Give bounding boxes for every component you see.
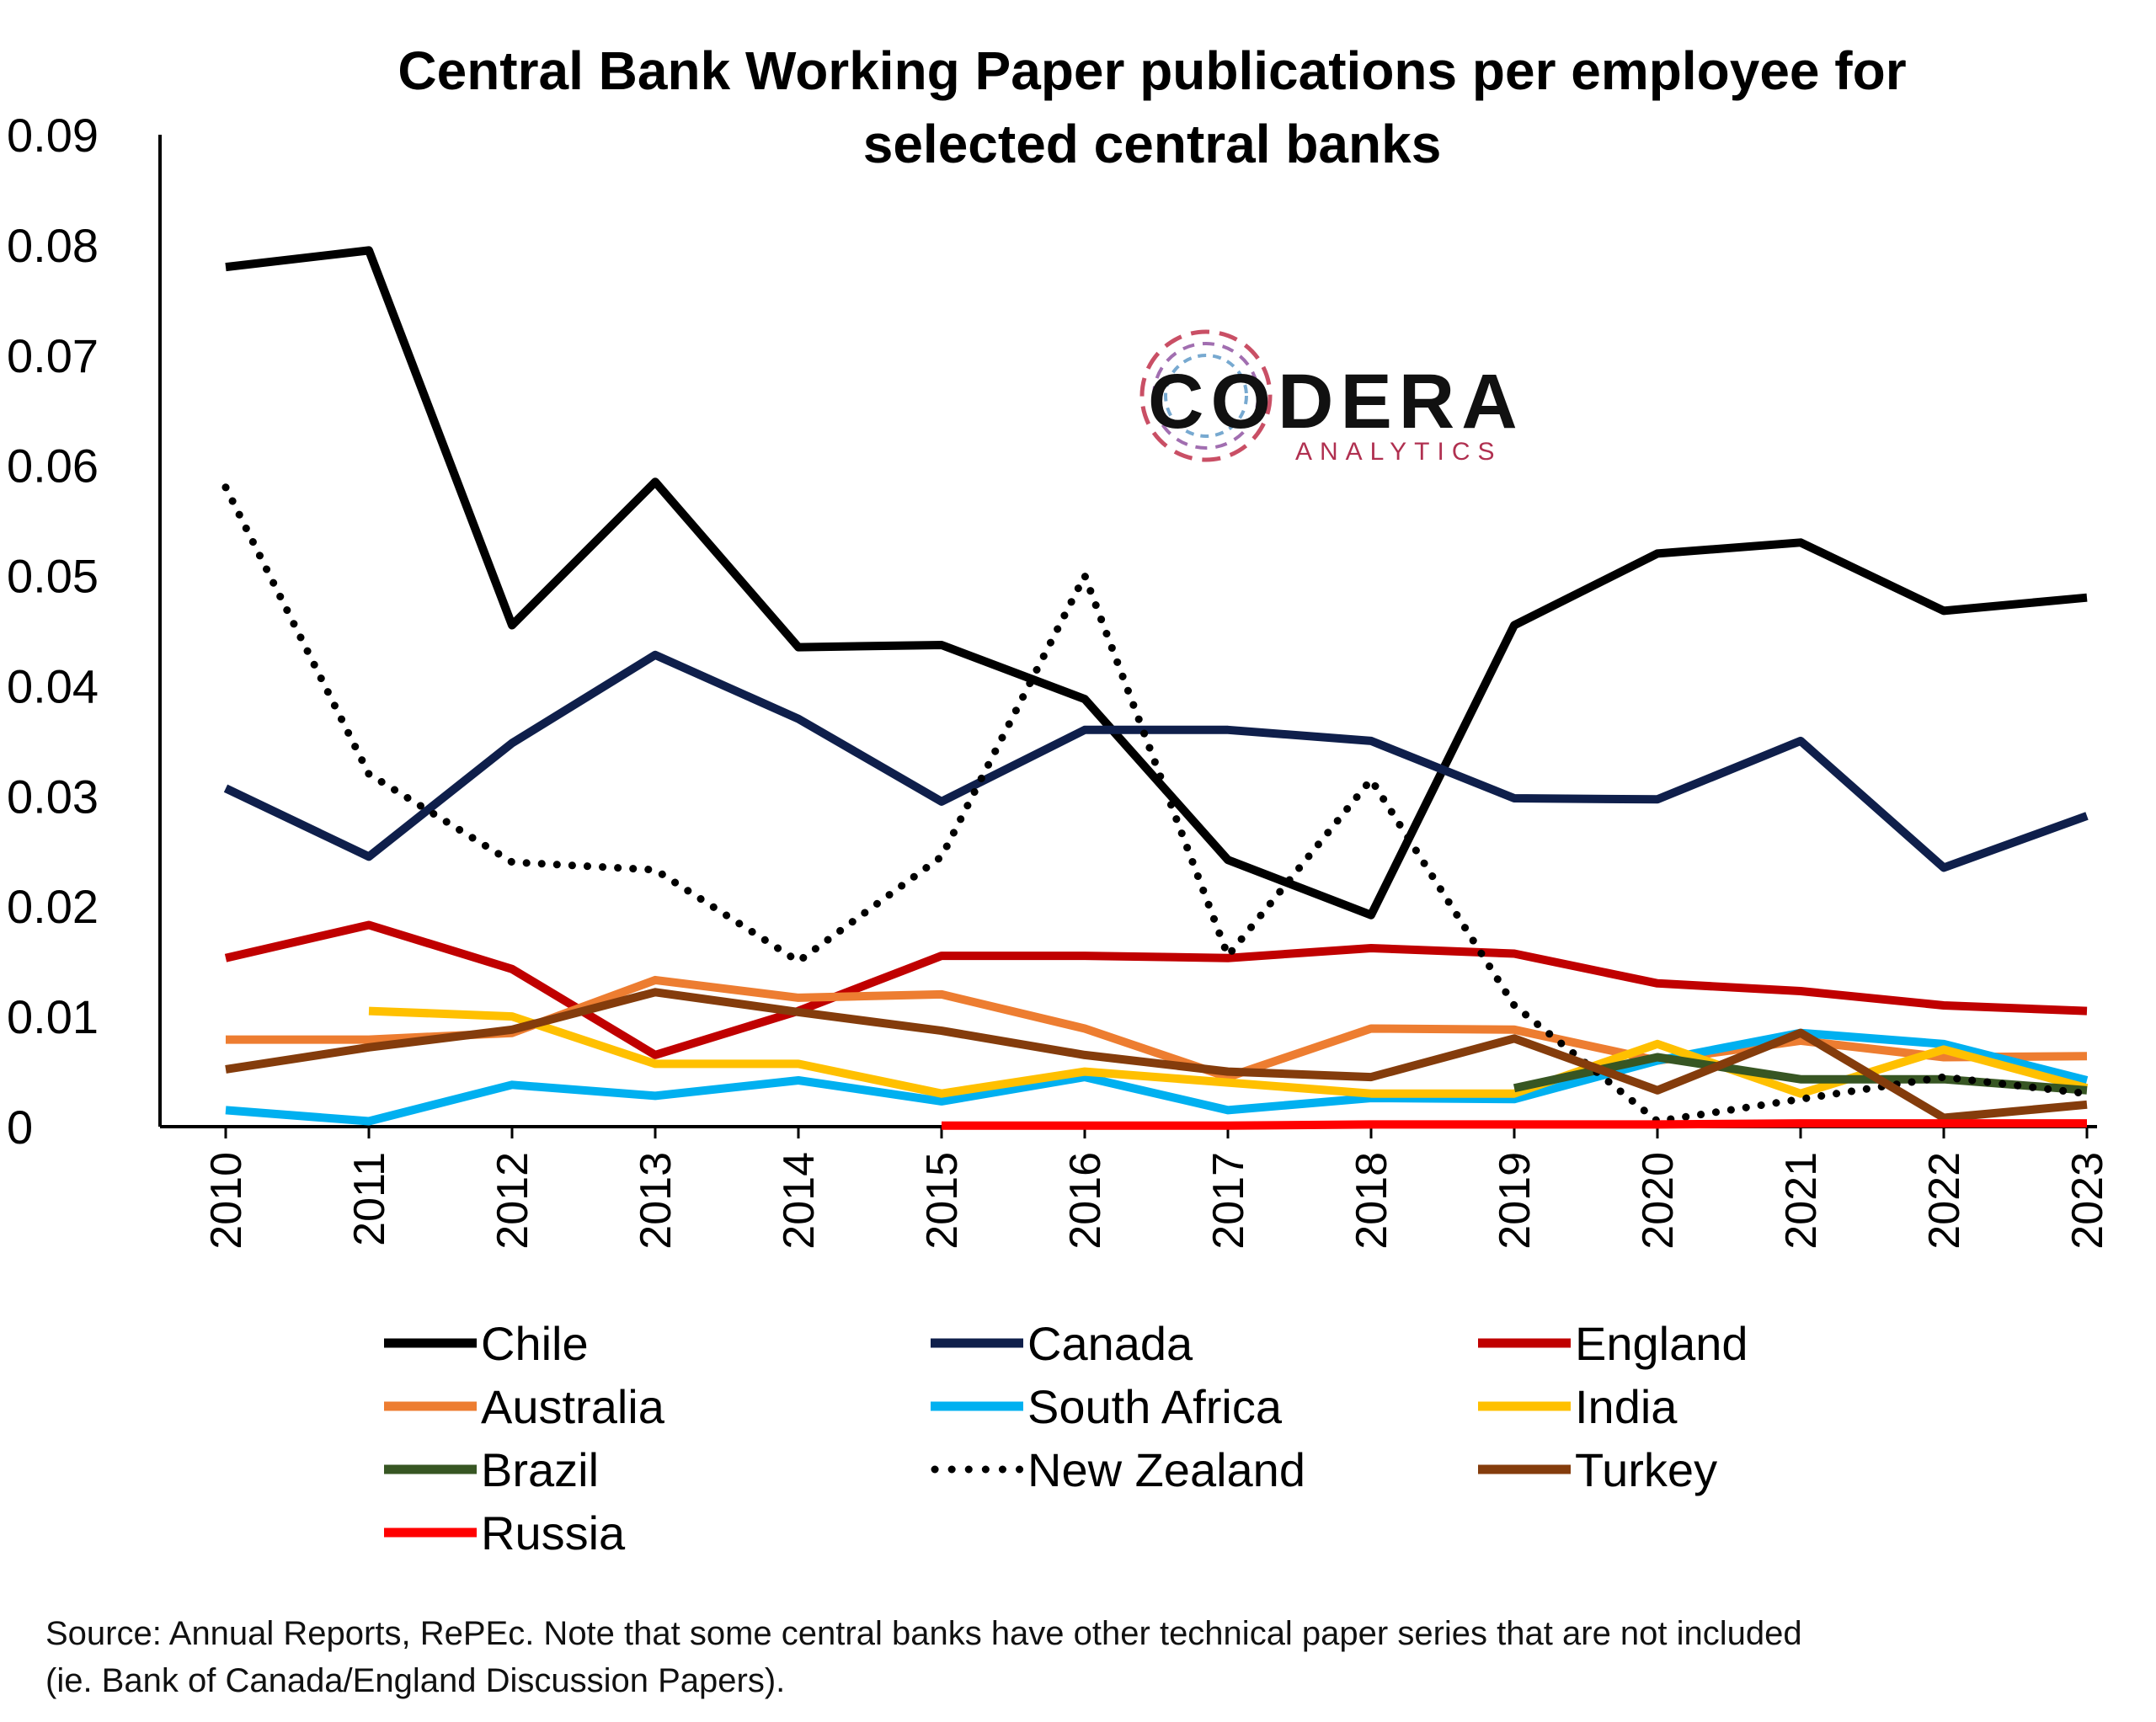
- series-line-chile: [225, 246, 2088, 920]
- series-line-canada: [223, 650, 2089, 872]
- chart-title-line-2: selected central banks: [863, 114, 1442, 174]
- logo-subtitle: ANALYTICS: [1295, 438, 1502, 466]
- series-line-russia: [942, 1119, 2087, 1130]
- y-tick-label: 0: [7, 1101, 33, 1154]
- legend-item-australia: Australia: [384, 1380, 665, 1433]
- codera-logo: CODERA ANALYTICS: [1139, 329, 1524, 466]
- x-tick-label: 2019: [1491, 1152, 1540, 1250]
- legend-label: New Zealand: [1027, 1443, 1305, 1496]
- logo-wordmark: CODERA: [1148, 359, 1524, 445]
- legend-item-new-zealand: New Zealand: [931, 1443, 1305, 1496]
- x-tick-label: 2012: [488, 1152, 537, 1250]
- x-tick-label: 2017: [1204, 1152, 1253, 1250]
- legend-item-canada: Canada: [931, 1317, 1193, 1370]
- legend-item-england: England: [1478, 1317, 1748, 1370]
- x-axis-ticks: 2010 2011 2012 2013 2014 2015 2016 2017 2018 2019…: [202, 1127, 2112, 1250]
- source-note: Source: Annual Reports, RePEc. Note that…: [45, 1610, 2134, 1704]
- source-note-line-2: (ie. Bank of Canada/England Discussion P…: [45, 1662, 786, 1699]
- x-tick-label: 2010: [202, 1152, 251, 1250]
- series-line-new-zealand: [221, 483, 2091, 1125]
- legend-label: Chile: [481, 1317, 589, 1370]
- legend-label: Canada: [1027, 1317, 1193, 1370]
- series-line-brazil: [1513, 1053, 2088, 1095]
- y-tick-label: 0.01: [7, 990, 99, 1043]
- y-tick-label: 0.07: [7, 329, 99, 382]
- y-tick-label: 0.08: [7, 219, 99, 272]
- legend-label: Russia: [481, 1506, 626, 1559]
- y-axis-ticks: 0 0.01 0.02 0.03 0.04 0.05 0.06 0.07 0.08 0.09: [7, 109, 99, 1154]
- legend-item-chile: Chile: [384, 1317, 589, 1370]
- legend-label: India: [1575, 1380, 1678, 1433]
- legend-label: Turkey: [1575, 1443, 1717, 1496]
- series-line-india: [368, 1006, 2089, 1098]
- legend-item-turkey: Turkey: [1478, 1443, 1717, 1496]
- x-tick-label: 2020: [1634, 1152, 1683, 1250]
- axes: [158, 135, 2097, 1128]
- series-line-england: [224, 920, 2088, 1059]
- y-tick-label: 0.05: [7, 550, 99, 603]
- codera-logo-mark: [1139, 329, 1273, 462]
- y-tick-label: 0.03: [7, 770, 99, 823]
- series-line-south-africa: [225, 1028, 2089, 1126]
- y-tick-label: 0.09: [7, 109, 99, 162]
- x-tick-label: 2013: [632, 1152, 680, 1250]
- legend-label: Australia: [481, 1380, 665, 1433]
- x-tick-label: 2016: [1061, 1152, 1110, 1250]
- x-tick-label: 2022: [1920, 1152, 1969, 1250]
- legend-item-brazil: Brazil: [384, 1443, 599, 1496]
- legend-item-south-africa: South Africa: [931, 1380, 1283, 1433]
- legend-label: South Africa: [1027, 1380, 1283, 1433]
- legend: Chile Canada England Australia South Africa I…: [384, 1317, 1748, 1559]
- x-tick-label: 2014: [775, 1152, 824, 1250]
- y-tick-label: 0.06: [7, 440, 99, 493]
- legend-item-russia: Russia: [384, 1506, 626, 1559]
- x-tick-label: 2023: [2063, 1152, 2112, 1250]
- x-tick-label: 2015: [918, 1152, 967, 1250]
- source-note-line-1: Source: Annual Reports, RePEc. Note that…: [45, 1615, 1802, 1652]
- x-tick-label: 2018: [1348, 1152, 1396, 1250]
- x-tick-label: 2021: [1777, 1152, 1826, 1250]
- legend-label: England: [1575, 1317, 1748, 1370]
- chart-title-line-1: Central Bank Working Paper publications …: [398, 40, 1906, 101]
- chart-title: Central Bank Working Paper publications …: [398, 40, 1906, 174]
- legend-item-india: India: [1478, 1380, 1678, 1433]
- y-tick-label: 0.02: [7, 880, 99, 933]
- legend-label: Brazil: [481, 1443, 599, 1496]
- series-line-turkey: [225, 988, 2088, 1122]
- series-lines: [221, 246, 2091, 1130]
- x-tick-label: 2011: [345, 1152, 394, 1246]
- y-tick-label: 0.04: [7, 659, 99, 712]
